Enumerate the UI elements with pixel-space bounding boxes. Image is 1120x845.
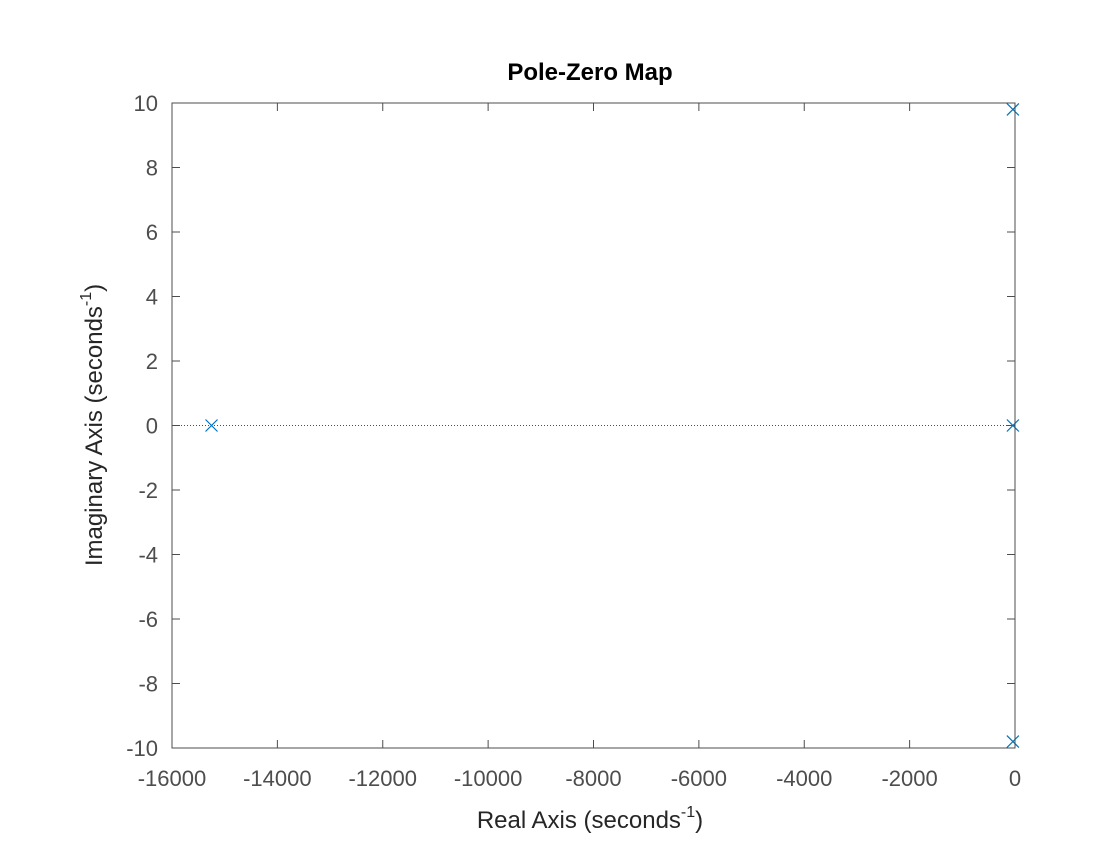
x-axis-title: Real Axis (seconds-1): [477, 804, 703, 834]
y-tick-label: -2: [138, 478, 158, 503]
x-axis-title-superscript: -1: [681, 804, 695, 821]
plot-frame: [171, 102, 1016, 749]
y-axis-title-suffix: ): [81, 284, 108, 292]
x-tick-label: -2000: [881, 766, 937, 791]
y-tick-label: -8: [138, 672, 158, 697]
y-axis-title-superscript: -1: [78, 292, 95, 306]
y-tick-label: 0: [146, 414, 158, 439]
y-axis-title-text: Imaginary Axis (seconds: [81, 306, 108, 566]
y-tick-labels: 10 8 6 4 2 0 -2 -4 -6 -8 -10: [126, 91, 158, 761]
y-tick-label: 10: [134, 91, 158, 116]
y-tick-label: -4: [138, 543, 158, 568]
x-axis-title-text: Real Axis (seconds: [477, 807, 681, 834]
x-tick-label: -16000: [138, 766, 207, 791]
pole-marker: [1006, 735, 1020, 748]
pole-marker: [1006, 419, 1020, 432]
pole-markers: [205, 103, 1020, 748]
pole-marker: [205, 419, 218, 432]
chart-title: Pole-Zero Map: [507, 59, 672, 86]
pole-marker: [1006, 103, 1020, 116]
x-tick-label: -8000: [565, 766, 621, 791]
x-tick-label: -14000: [243, 766, 312, 791]
y-tick-label: 2: [146, 349, 158, 374]
y-tick-label: 4: [146, 285, 158, 310]
x-tick-labels: -16000 -14000 -12000 -10000 -8000 -6000 -4000 -…: [138, 766, 1021, 791]
x-axis-title-suffix: ): [695, 807, 703, 834]
x-tick-label: -4000: [776, 766, 832, 791]
y-tick-label: 6: [146, 220, 158, 245]
x-tick-label: -6000: [671, 766, 727, 791]
y-axis-title: Imaginary Axis (seconds-1): [78, 284, 108, 566]
x-tick-label: -10000: [454, 766, 523, 791]
y-tick-label: -10: [126, 736, 158, 761]
y-tick-label: 8: [146, 156, 158, 181]
x-tick-label: -12000: [348, 766, 417, 791]
y-tick-label: -6: [138, 607, 158, 632]
x-tick-label: 0: [1009, 766, 1021, 791]
